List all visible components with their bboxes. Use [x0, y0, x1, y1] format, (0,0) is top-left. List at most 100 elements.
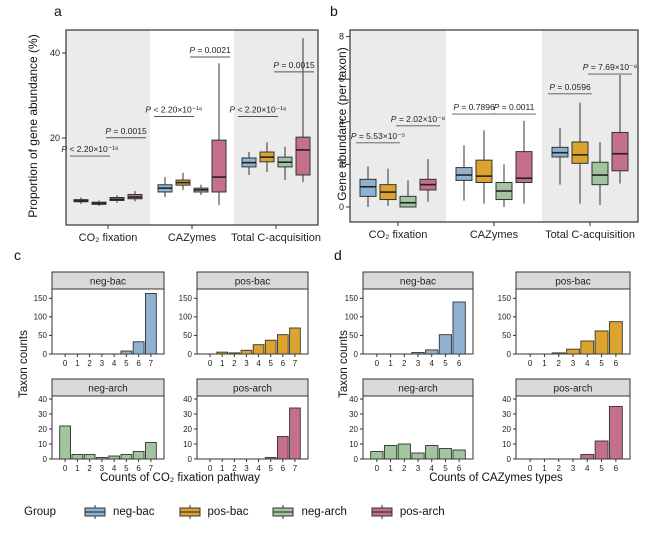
- hist-bar-pos-bac-7: [289, 327, 301, 355]
- hist-bar-neg-bac-6: [452, 301, 466, 355]
- x-tick-label: 1: [75, 359, 80, 368]
- box: [295, 136, 311, 176]
- panel-c-label: c: [14, 247, 21, 263]
- x-tick-label: 0: [208, 359, 213, 368]
- facet-border: [196, 288, 309, 355]
- box-pos-arch: [611, 74, 629, 184]
- panel-d-y-axis-title: Taxon counts: [338, 330, 350, 398]
- legend-swatch-neg-bac: [82, 504, 108, 520]
- facet-border: [362, 395, 474, 460]
- x-tick-label: 5: [124, 464, 129, 473]
- x-tick-label: 2: [232, 359, 237, 368]
- y-tick-label: 50: [38, 331, 47, 340]
- box-neg-bac: [455, 145, 473, 201]
- p-value-annotation: P = 0.0021: [189, 45, 231, 55]
- x-tick-label: 0: [528, 359, 533, 368]
- hist-bar-pos-bac-4: [580, 340, 595, 355]
- box: [475, 159, 493, 184]
- box: [399, 195, 417, 208]
- x-tick-label: 3: [100, 359, 105, 368]
- x-tick-label: 0: [63, 359, 68, 368]
- box-pos-bac: [91, 200, 107, 206]
- hist-bar-neg-arch-4: [108, 455, 120, 460]
- p-value-annotation: P < 2.20×10⁻¹⁶: [145, 105, 202, 115]
- box: [455, 167, 473, 181]
- panel-c-y-axis-title: Taxon counts: [18, 330, 30, 398]
- legend-item-label-neg-bac: neg-bac: [112, 506, 155, 518]
- y-tick-label: 30: [502, 410, 511, 419]
- y-tick-label: 0: [354, 455, 359, 464]
- x-tick-label: 5: [599, 359, 604, 368]
- x-tick-label: 2: [87, 464, 92, 473]
- legend-key-icon: [371, 505, 393, 519]
- box-neg-arch: [495, 164, 513, 207]
- y-tick-label: 2: [339, 159, 344, 169]
- x-tick-label: 5: [443, 359, 448, 368]
- y-tick-label: 30: [38, 410, 47, 419]
- box-pos-bac: [475, 130, 493, 204]
- x-tick-label: 0: [528, 464, 533, 473]
- y-tick-label: 10: [183, 440, 192, 449]
- y-tick-label: 10: [38, 440, 47, 449]
- y-tick-label: 4: [339, 117, 344, 127]
- x-tick-label: 3: [100, 464, 105, 473]
- x-tick-label: 6: [614, 359, 619, 368]
- hist-bar-pos-arch-6: [608, 406, 623, 460]
- y-tick-label: 20: [38, 425, 47, 434]
- legend-item-neg-bac: neg-bac: [82, 504, 155, 520]
- y-tick-label: 40: [502, 395, 511, 404]
- box-pos-arch: [295, 38, 311, 183]
- y-tick-label: 100: [345, 313, 359, 322]
- facet-border: [196, 395, 309, 460]
- x-tick-label: 2: [232, 464, 237, 473]
- x-tick-label: 1: [75, 464, 80, 473]
- p-value-annotation: P = 5.53×10⁻⁵: [351, 131, 405, 141]
- p-value-annotation: P = 0.0011: [494, 102, 535, 112]
- y-tick-label: 40: [349, 395, 358, 404]
- panel-b-boxplot: 0 2 4 6 8 CO₂ fixation CAZymes Total C-acquisit…: [339, 29, 639, 241]
- facet-border: [51, 288, 165, 355]
- p-value-annotation: P < 2.20×10⁻¹⁶: [229, 105, 286, 115]
- hist-bar-neg-bac-3: [411, 352, 425, 355]
- legend-item-label-pos-bac: pos-bac: [207, 506, 249, 518]
- x-tick-label: 4: [429, 359, 434, 368]
- panel-b-y-axis-title: Gene abundance (per taxon): [335, 47, 349, 201]
- x-tick-label: 6: [281, 464, 286, 473]
- legend-title: Group: [24, 506, 56, 518]
- x-tick-label: 1: [542, 464, 547, 473]
- legend-key-icon: [84, 505, 106, 519]
- hist-bar-neg-arch-6: [132, 451, 145, 460]
- p-value-annotation: P = 7.69×10⁻⁸: [583, 62, 638, 72]
- x-tick-label: 4: [256, 464, 261, 473]
- box-pos-arch: [515, 120, 533, 204]
- y-tick-label: 10: [502, 440, 511, 449]
- hist-bar-neg-bac-7: [144, 293, 157, 355]
- y-tick-label: 50: [502, 331, 511, 340]
- y-tick-label: 8: [339, 32, 344, 42]
- hist-bar-pos-bac-5: [594, 330, 609, 355]
- x-tick-label: 1: [220, 359, 225, 368]
- x-tick-label: 5: [268, 359, 273, 368]
- y-tick-label: 100: [34, 313, 48, 322]
- hist-bar-neg-arch-7: [144, 442, 157, 460]
- box: [359, 178, 377, 197]
- hist-bar-pos-arch-5: [594, 440, 609, 460]
- p-value-annotation: P = 2.02×10⁻⁸: [391, 114, 446, 124]
- legend-item-pos-bac: pos-bac: [177, 504, 249, 520]
- x-tick-label: 7: [149, 464, 154, 473]
- category-label: Total C-acquisition: [545, 229, 635, 241]
- x-tick-label: 4: [256, 359, 261, 368]
- y-tick-label: 40: [50, 48, 60, 58]
- legend: Group neg-bac pos-bac neg-arch pos-arch: [24, 504, 445, 520]
- y-tick-label: 150: [34, 294, 48, 303]
- x-tick-label: 2: [87, 359, 92, 368]
- box-pos-arch: [211, 63, 227, 206]
- box-pos-bac: [259, 142, 275, 172]
- facet-strip-label: pos-bac: [235, 277, 271, 288]
- category-label: CO₂ fixation: [79, 232, 138, 244]
